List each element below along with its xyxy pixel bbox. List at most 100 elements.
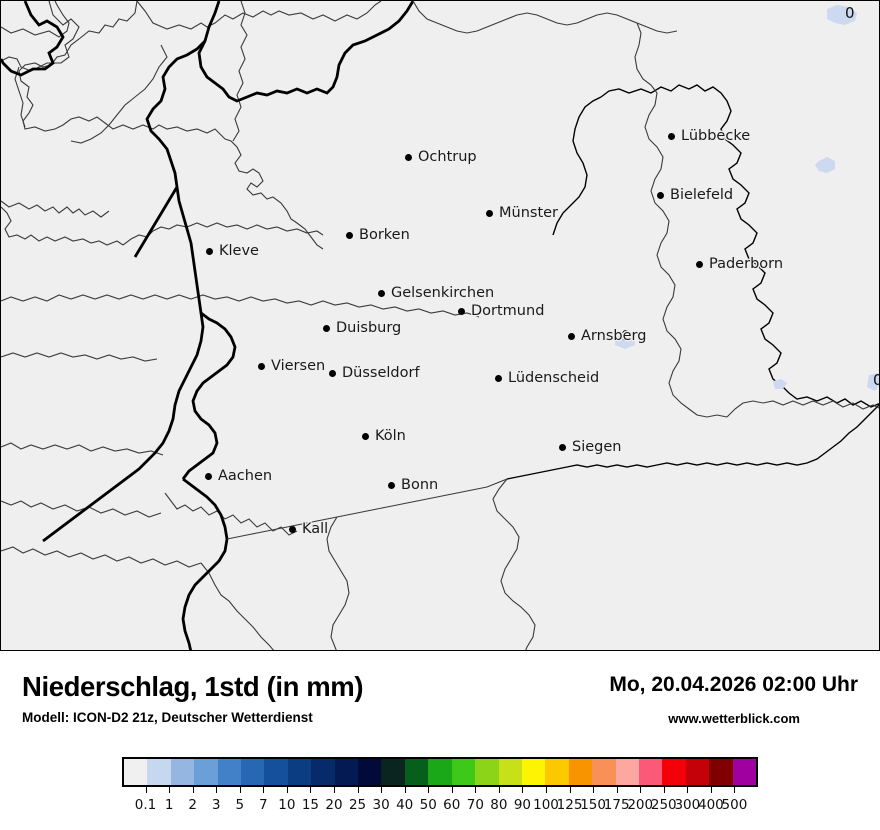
colorbar-tick	[286, 787, 288, 793]
precip-blob-2	[815, 157, 835, 173]
state-boundary-nrw	[506, 84, 879, 480]
precip-value-label: 0	[845, 4, 855, 22]
city-marker[interactable]: Kleve	[206, 243, 259, 259]
precip-value-label: 0	[621, 327, 631, 345]
city-label: Arnsberg	[581, 328, 647, 344]
city-marker[interactable]: Bielefeld	[657, 187, 733, 203]
city-label: Borken	[359, 227, 410, 243]
colorbar-tick-label: 3	[211, 797, 221, 813]
colorbar-tick	[616, 787, 618, 793]
city-marker[interactable]: Paderborn	[696, 256, 783, 272]
colorbar-tick	[381, 787, 383, 793]
city-dot	[458, 307, 465, 315]
city-dot	[362, 432, 369, 440]
city-marker[interactable]: Köln	[362, 428, 406, 444]
district-boundaries	[226, 1, 879, 650]
colorbar-tick	[263, 787, 265, 793]
precipitation-map[interactable]: 0 0 0 Ochtrup Lübbecke Münster Bielefeld…	[0, 0, 880, 651]
colorbar-legend[interactable]: 0.1 1 2 3 5 7 10 15 20 25 30 40 50 60 70 80 90 100 125 150 1…	[122, 757, 758, 815]
colorbar-tick-label: 90	[513, 797, 532, 813]
colorbar-cell-4	[217, 759, 242, 785]
colorbar-tick-label: 7	[259, 797, 268, 813]
city-marker[interactable]: Lübbecke	[668, 128, 750, 144]
colorbar-tick-label: 25	[348, 797, 367, 813]
map-geometry	[1, 1, 879, 650]
colorbar-tick	[498, 787, 500, 793]
colorbar-cell-24	[685, 759, 710, 785]
colorbar-cell-0	[124, 759, 148, 785]
city-dot	[559, 443, 566, 451]
colorbar-cell-14	[451, 759, 476, 785]
city-dot	[568, 332, 575, 340]
city-label: Lüdenscheid	[508, 370, 600, 386]
city-dot	[405, 153, 412, 161]
city-marker[interactable]: Düsseldorf	[329, 365, 420, 381]
colorbar-cell-8	[311, 759, 335, 785]
city-dot	[388, 481, 395, 489]
colorbar-tick	[216, 787, 218, 793]
city-marker[interactable]: Kall	[289, 521, 328, 537]
precip-value-label: 0	[873, 371, 879, 389]
colorbar-cell-21	[615, 759, 639, 785]
city-marker[interactable]: Viersen	[258, 358, 325, 374]
city-marker[interactable]: Ochtrup	[405, 149, 477, 165]
colorbar-tick-label: 20	[325, 797, 343, 813]
colorbar-tick	[451, 787, 453, 793]
city-label: Bonn	[401, 477, 439, 493]
colorbar-tick	[546, 787, 547, 793]
colorbar-tick	[569, 787, 571, 793]
city-dot	[346, 231, 353, 239]
city-label: Kleve	[219, 243, 259, 259]
colorbar-tick	[710, 787, 712, 793]
city-label: Münster	[499, 205, 559, 221]
city-marker[interactable]: Aachen	[205, 468, 272, 484]
city-marker[interactable]: Gelsenkirchen	[378, 285, 494, 301]
city-marker[interactable]: Siegen	[559, 439, 621, 455]
city-marker[interactable]: Duisburg	[323, 320, 401, 336]
colorbar-tick-label: 60	[443, 797, 461, 813]
colorbar-gradient[interactable]	[122, 757, 758, 787]
precipitation-blobs	[615, 5, 879, 391]
city-marker[interactable]: Münster	[486, 205, 558, 221]
city-label: Paderborn	[709, 256, 784, 272]
city-marker[interactable]: Borken	[346, 227, 410, 243]
colorbar-cell-20	[592, 759, 616, 785]
colorbar-cell-1	[147, 759, 171, 785]
city-marker[interactable]: Lüdenscheid	[495, 370, 599, 386]
precip-blob-4	[867, 373, 879, 391]
colorbar-tick-label: 50	[419, 797, 437, 813]
city-dot	[486, 209, 493, 217]
city-marker[interactable]: Dortmund	[458, 303, 544, 319]
city-label: Lübbecke	[681, 128, 751, 144]
national-border	[1, 1, 415, 650]
colorbar-tick	[640, 787, 642, 793]
colorbar-cell-6	[264, 759, 288, 785]
colorbar-tick-label: 300	[674, 797, 701, 813]
colorbar-cell-2	[170, 759, 195, 785]
city-dot	[668, 132, 675, 140]
colorbar-tick-label: 150	[580, 797, 606, 813]
footer-panel: Niederschlag, 1std (in mm) Modell: ICON-…	[0, 651, 880, 830]
forecast-timestamp: Mo, 20.04.2026 02:00 Uhr	[609, 673, 858, 696]
colorbar-tick-label: 40	[396, 797, 414, 813]
city-dot	[329, 369, 336, 377]
colorbar-cell-26	[732, 759, 756, 785]
city-dot	[206, 247, 213, 255]
colorbar-cell-7	[287, 759, 312, 785]
city-dot	[289, 525, 296, 533]
colorbar-cell-18	[545, 759, 569, 785]
city-marker[interactable]: Bonn	[388, 477, 438, 493]
city-label: Gelsenkirchen	[391, 285, 495, 301]
colorbar-cell-10	[358, 759, 382, 785]
website-label: www.wetterblick.com	[668, 711, 800, 726]
colorbar-tick-label: 500	[721, 797, 748, 813]
colorbar-tick-label: 175	[603, 797, 630, 813]
city-dot	[657, 191, 664, 199]
colorbar-cell-23	[662, 759, 686, 785]
colorbar-cell-3	[194, 759, 218, 785]
city-label: Siegen	[572, 439, 622, 455]
city-label: Duisburg	[336, 320, 402, 336]
model-subtitle: Modell: ICON-D2 21z, Deutscher Wetterdie…	[22, 710, 313, 725]
city-marker[interactable]: Arnsberg	[568, 328, 646, 344]
